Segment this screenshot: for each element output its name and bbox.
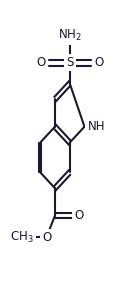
Text: NH$_2$: NH$_2$ (58, 28, 82, 43)
Text: NH: NH (88, 120, 105, 133)
Text: O: O (74, 209, 83, 222)
Text: O: O (36, 56, 45, 69)
Text: O: O (94, 56, 103, 69)
Text: O: O (42, 231, 51, 244)
Text: CH$_3$: CH$_3$ (10, 230, 34, 245)
Text: S: S (66, 56, 73, 69)
